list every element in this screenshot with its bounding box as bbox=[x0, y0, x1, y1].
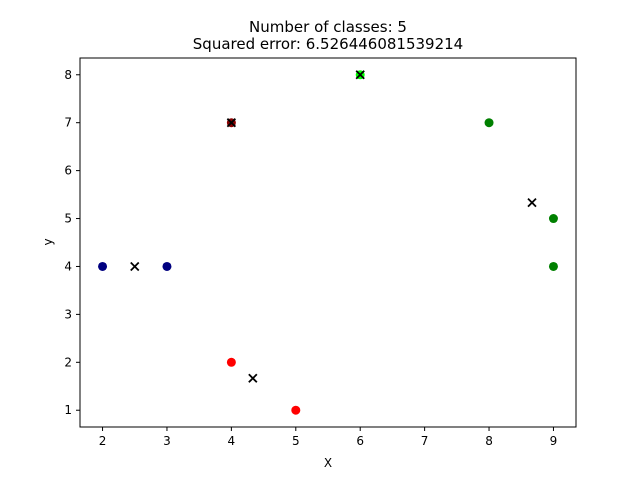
centroid-marker bbox=[226, 118, 237, 128]
y-tick-label: 4 bbox=[64, 259, 72, 273]
data-point bbox=[291, 405, 301, 415]
data-point bbox=[162, 261, 172, 271]
x-axis-ticks: 2 3 4 5 6 7 8 9 bbox=[99, 427, 558, 448]
centroid-marker bbox=[527, 197, 537, 208]
data-point bbox=[548, 261, 558, 271]
y-axis-ticks: 1 2 3 4 5 6 7 8 bbox=[64, 68, 80, 417]
y-tick-label: 3 bbox=[64, 307, 72, 321]
plot-area bbox=[79, 57, 577, 428]
centroid-marker bbox=[130, 261, 140, 272]
y-tick-label: 1 bbox=[64, 403, 72, 417]
x-tick-label: 4 bbox=[228, 434, 236, 448]
data-point bbox=[484, 118, 494, 128]
data-point bbox=[548, 214, 558, 224]
centroid-marker bbox=[248, 373, 258, 383]
x-tick-label: 8 bbox=[485, 434, 493, 448]
x-tick-label: 2 bbox=[99, 434, 107, 448]
centroid-marker bbox=[355, 70, 365, 80]
data-point bbox=[98, 261, 108, 271]
y-tick-label: 6 bbox=[64, 164, 72, 178]
centroid-markers bbox=[130, 70, 537, 383]
x-tick-label: 5 bbox=[292, 434, 300, 448]
x-tick-label: 3 bbox=[163, 434, 171, 448]
x-tick-label: 9 bbox=[550, 434, 558, 448]
y-tick-label: 8 bbox=[64, 68, 72, 82]
chart-title-line-1: Number of classes: 5 bbox=[249, 18, 407, 36]
y-tick-label: 5 bbox=[64, 212, 72, 226]
x-tick-label: 7 bbox=[421, 434, 429, 448]
data-point bbox=[226, 357, 236, 367]
y-tick-label: 2 bbox=[64, 355, 72, 369]
x-tick-label: 6 bbox=[356, 434, 364, 448]
y-tick-label: 7 bbox=[64, 116, 72, 130]
x-axis-label: X bbox=[324, 456, 332, 470]
chart-title-line-2: Squared error: 6.526446081539214 bbox=[193, 35, 463, 53]
y-axis-label: y bbox=[41, 238, 55, 245]
